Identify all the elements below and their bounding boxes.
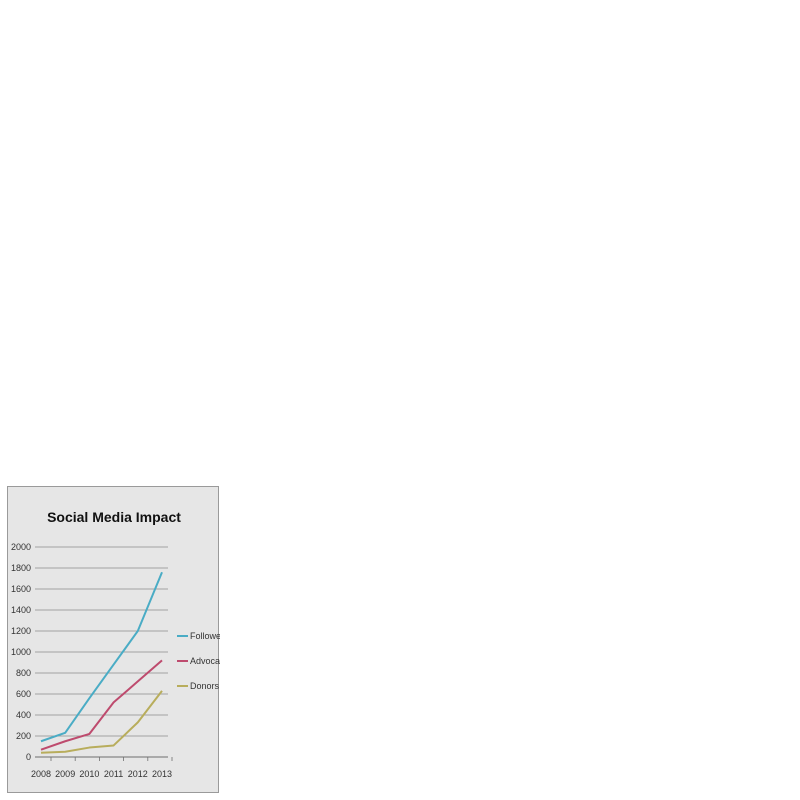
y-tick-label: 1200 — [11, 626, 31, 636]
legend-label: Advocates — [190, 656, 220, 666]
x-tick-label: 2012 — [128, 769, 148, 779]
legend-label: Donors — [190, 681, 220, 691]
y-axis-ticks: 0 200 400 600 800 1000 1200 1400 1600 1800 2000 — [11, 542, 31, 762]
x-tick-label: 2011 — [104, 769, 123, 779]
x-tick-label: 2008 — [31, 769, 51, 779]
y-tick-label: 600 — [16, 689, 31, 699]
series-line-advocates — [40, 659, 163, 751]
y-tick-label: 1400 — [11, 605, 31, 615]
y-tick-label: 1800 — [11, 563, 31, 573]
y-tick-label: 1000 — [11, 647, 31, 657]
y-tick-label: 0 — [26, 752, 31, 762]
y-tick-label: 200 — [16, 731, 31, 741]
y-tick-label: 800 — [16, 668, 31, 678]
grid — [35, 546, 168, 758]
x-tick-label: 2009 — [55, 769, 75, 779]
legend: Followers Advocates Donors — [177, 631, 220, 691]
chart-title: Social Media Impact — [47, 509, 181, 525]
x-axis-ticks: 2008 2009 2010 2011 2012 2013 — [31, 757, 173, 779]
series-line-donors — [40, 690, 163, 754]
x-tick-label: 2010 — [79, 769, 99, 779]
legend-label: Followers — [190, 631, 220, 641]
y-tick-label: 1600 — [11, 584, 31, 594]
y-tick-label: 400 — [16, 710, 31, 720]
series-lines — [40, 571, 163, 754]
y-tick-label: 2000 — [11, 542, 31, 552]
line-chart: Social Media Impact 0 200 400 600 800 1000 120… — [11, 509, 220, 779]
x-tick-label: 2013 — [152, 769, 172, 779]
series-line-followers — [40, 571, 163, 743]
chart-panel: Social Media Impact 0 200 400 600 800 1000 120… — [7, 486, 220, 793]
